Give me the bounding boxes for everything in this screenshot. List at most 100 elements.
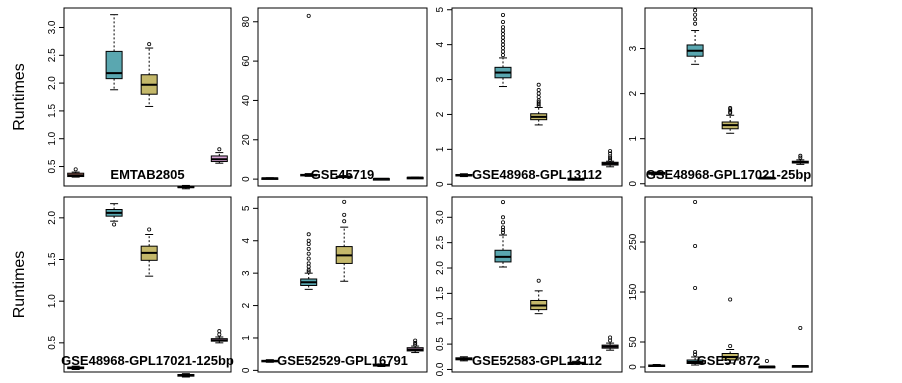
y-tick-label: 3.0 xyxy=(47,20,58,34)
box-5 xyxy=(791,153,809,165)
panel-title: GSE57872 xyxy=(697,353,761,368)
box-4 xyxy=(567,360,585,365)
outlier-point xyxy=(500,32,505,37)
outlier-point xyxy=(693,243,698,248)
panel-title: GSE48968-GPL17021-125bp xyxy=(61,353,234,368)
y-tick-label: 1.5 xyxy=(47,104,58,118)
y-axis-label: Runtimes xyxy=(11,63,28,131)
outlier-point xyxy=(500,25,505,30)
outlier-point xyxy=(342,199,347,204)
y-tick-label: 80 xyxy=(241,16,252,28)
outlier-point xyxy=(500,53,505,58)
y-tick-label: 40 xyxy=(241,94,252,106)
box-2 xyxy=(494,12,512,88)
outlier-point xyxy=(536,91,541,96)
box-5 xyxy=(210,329,228,344)
outlier-point xyxy=(342,219,347,224)
y-tick-label: 0 xyxy=(241,176,252,182)
box-4 xyxy=(372,363,390,367)
outlier-point xyxy=(500,225,505,230)
panel-title: EMTAB2805 xyxy=(110,167,184,182)
y-tick-label: 0 xyxy=(435,181,446,187)
box-1 xyxy=(648,171,666,176)
panel-title: GSE45719 xyxy=(311,167,375,182)
outlier-point xyxy=(500,230,505,235)
y-tick-label: 4 xyxy=(435,41,446,47)
box-1 xyxy=(455,173,473,178)
panel-title: GSE52529-GPL16791 xyxy=(277,353,408,368)
box-3 xyxy=(335,199,353,282)
outlier-point xyxy=(728,110,733,115)
box-1 xyxy=(67,167,85,178)
y-tick-label: 150 xyxy=(628,283,639,300)
y-tick-label: 2 xyxy=(628,90,639,96)
panel: 0 20 40 60 80 GSE45719 xyxy=(241,7,428,187)
panel-title: GSE48968-GPL13112 xyxy=(472,167,602,182)
outlier-point xyxy=(500,49,505,54)
panel: 0 1 2 3 4 5 GSE52529-GPL16791 xyxy=(241,196,428,373)
outlier-point xyxy=(500,39,505,44)
panel: 0.0 0.5 1.0 1.5 2.0 2.5 3.0 GSE52583-GPL13112 xyxy=(435,196,623,376)
outlier-point xyxy=(728,109,733,114)
y-tick-label: 250 xyxy=(628,233,639,250)
y-axis-label: Runtimes xyxy=(11,251,28,319)
outlier-point xyxy=(500,12,505,17)
box-5 xyxy=(601,335,619,351)
outlier-point xyxy=(728,297,733,302)
panel: 0 50 150 250 GSE57872 xyxy=(628,196,813,373)
outlier-point xyxy=(608,156,613,161)
box-1 xyxy=(261,177,279,180)
y-tick-label: 3.0 xyxy=(435,210,446,224)
y-tick-label: 3 xyxy=(628,45,639,51)
y-tick-label: 2.0 xyxy=(47,210,58,224)
outlier-point xyxy=(693,17,698,22)
box-3 xyxy=(721,297,739,364)
outlier-point xyxy=(500,42,505,47)
y-tick-label: 0.5 xyxy=(47,335,58,349)
y-tick-label: 0.5 xyxy=(47,159,58,173)
box-2 xyxy=(105,203,123,227)
outlier-point xyxy=(693,199,698,204)
outlier-point xyxy=(500,35,505,40)
outlier-point xyxy=(342,212,347,217)
box-3 xyxy=(721,106,739,134)
outlier-point xyxy=(536,88,541,93)
outlier-point xyxy=(608,151,613,156)
outlier-point xyxy=(500,46,505,51)
panel: 0.5 1.0 1.5 2.0 GSE48968-GPL17021-125bp xyxy=(47,196,234,378)
outlier-point xyxy=(306,238,311,243)
panel-frame xyxy=(451,196,623,373)
box-4 xyxy=(177,373,195,378)
outlier-point xyxy=(73,167,78,172)
outlier-point xyxy=(536,278,541,283)
panel-title: GSE48968-GPL17021-25bp xyxy=(646,167,812,182)
y-tick-label: 3 xyxy=(241,270,252,276)
box-2 xyxy=(494,200,512,268)
panel-frame xyxy=(644,7,813,187)
y-tick-label: 0 xyxy=(241,367,252,373)
outlier-point xyxy=(798,325,803,330)
y-tick-label: 5 xyxy=(435,7,446,13)
y-tick-label: 2.0 xyxy=(47,76,58,90)
outlier-point xyxy=(500,19,505,24)
outlier-point xyxy=(693,21,698,26)
outlier-point xyxy=(500,200,505,205)
outlier-point xyxy=(764,358,769,363)
box-4 xyxy=(567,177,585,181)
panel-frame xyxy=(257,7,428,187)
outlier-point xyxy=(798,153,803,158)
outlier-point xyxy=(306,261,311,266)
y-tick-label: 1 xyxy=(435,146,446,152)
box-2 xyxy=(300,13,318,177)
box-3 xyxy=(140,42,158,107)
outlier-point xyxy=(306,251,311,256)
box-1 xyxy=(67,365,85,370)
y-tick-label: 4 xyxy=(241,238,252,244)
outlier-point xyxy=(306,241,311,246)
y-tick-label: 2.0 xyxy=(435,261,446,275)
y-tick-label: 2 xyxy=(241,302,252,308)
outlier-point xyxy=(608,335,613,340)
y-tick-label: 0.5 xyxy=(435,337,446,351)
outlier-point xyxy=(306,264,311,269)
y-axis-labels: Runtimes Runtimes xyxy=(11,63,28,318)
